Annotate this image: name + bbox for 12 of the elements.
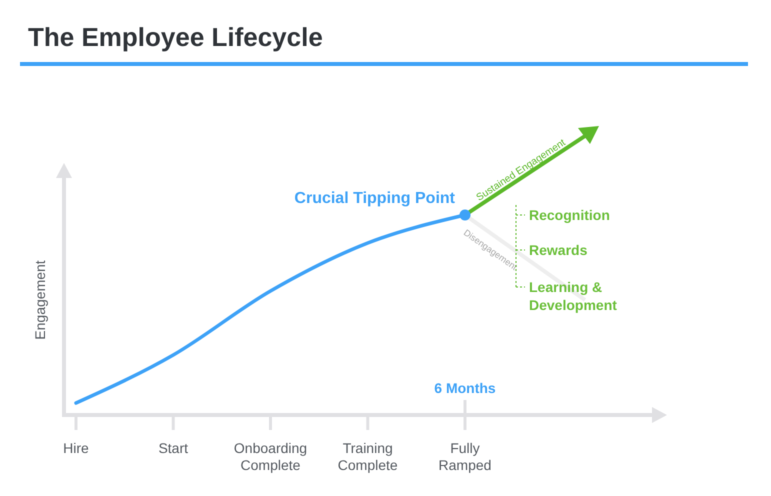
x-tick-label: Onboarding Complete xyxy=(234,440,308,473)
text: Rewards xyxy=(529,242,588,258)
annotation: Crucial Tipping Point xyxy=(294,190,456,207)
text: Learning & Development xyxy=(529,279,618,313)
x-tick-label: Fully Ramped xyxy=(438,440,492,473)
x-tick-label: Hire xyxy=(63,440,90,456)
text: Recognition xyxy=(529,207,610,223)
chart-title: The Employee Lifecycle xyxy=(28,22,323,52)
annotation: 6 Months xyxy=(434,380,496,396)
y-axis-title: Engagement xyxy=(32,260,48,340)
x-tick-label: Training Complete xyxy=(338,440,398,473)
x-tick-label: Start xyxy=(158,440,188,456)
